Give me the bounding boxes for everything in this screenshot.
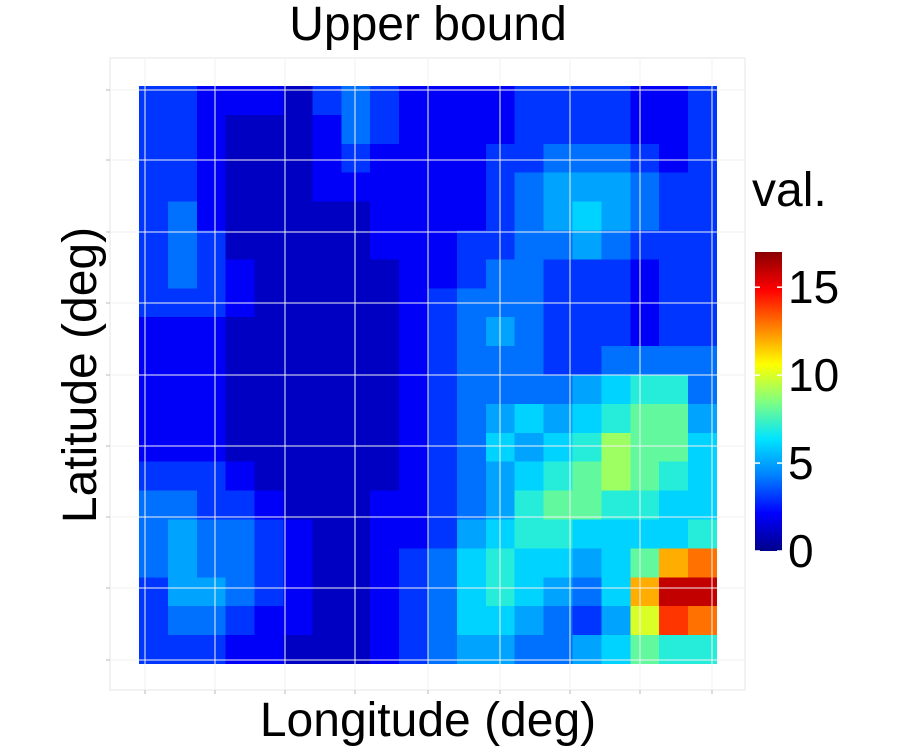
colorbar-gradient (755, 252, 782, 551)
colorbar-tick-label: 0 (788, 525, 814, 577)
y-axis-label: Latitude (deg) (54, 227, 107, 523)
x-axis-label: Longitude (deg) (260, 694, 596, 747)
colorbar-tick-label: 15 (788, 261, 839, 313)
colorbar-tick-label: 10 (788, 349, 839, 401)
legend-title: val. (752, 164, 827, 217)
colorbar-ticks: 0 5 10 15 (755, 261, 839, 577)
grid (106, 57, 746, 694)
chart-title: Upper bound (289, 0, 567, 51)
colorbar-tick-label: 5 (788, 437, 814, 489)
